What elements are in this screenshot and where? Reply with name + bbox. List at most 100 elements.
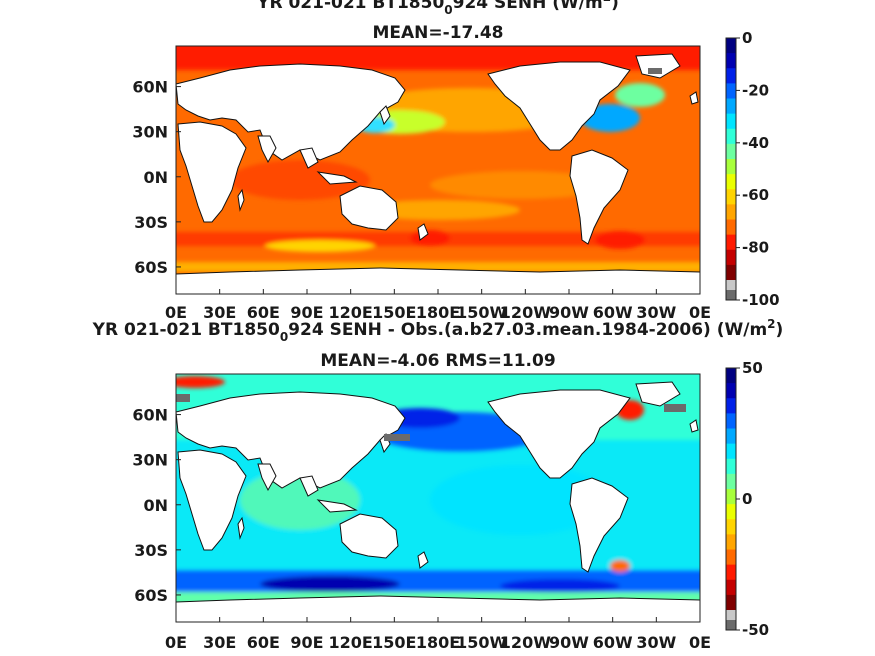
panel2-ytick-label: 30S bbox=[134, 541, 168, 560]
panel2-colorbar-segment bbox=[726, 368, 736, 384]
panel2-xtick-label: 120E bbox=[329, 633, 373, 652]
panel2-colorbar-segment bbox=[726, 534, 736, 550]
panel2-colorbar-segment bbox=[726, 398, 736, 414]
panel2-xtick-label: 60E bbox=[247, 633, 280, 652]
panel2-colorbar-segment bbox=[726, 443, 736, 460]
panel1-ytick-label: 30N bbox=[132, 123, 168, 142]
panel2-ytick-label: 0N bbox=[143, 496, 168, 515]
panel1-xtick-label: 60W bbox=[593, 303, 633, 322]
panel2-colorbar-segment bbox=[726, 594, 736, 611]
panel1-colorbar-label: -20 bbox=[742, 81, 769, 99]
panel2-xtick-label: 90E bbox=[290, 633, 323, 652]
panel1-colorbar-segment bbox=[726, 249, 736, 266]
panel-senh: YR 021-021 BT18500924 SENH (W/m2) MEAN=-… bbox=[132, 0, 779, 322]
panel2-subtitle: MEAN=-4.06 RMS=11.09 bbox=[320, 351, 555, 371]
panel2-colorbar-segment bbox=[726, 383, 736, 399]
panel-senh-minus-obs: YR 021-021 BT18500924 SENH - Obs.(a.b27.… bbox=[92, 317, 784, 652]
panel1-xtick-label: 30E bbox=[203, 303, 236, 322]
panel2-xtick-label: 0E bbox=[165, 633, 187, 652]
panel1-colorbar-label: -60 bbox=[742, 186, 769, 204]
panel1-colorbar-label: -100 bbox=[742, 291, 780, 309]
panel1-xtick-label: 180E bbox=[416, 303, 460, 322]
panel1-colorbar-segment bbox=[726, 53, 736, 69]
panel2-title: YR 021-021 BT18500924 SENH - Obs.(a.b27.… bbox=[92, 317, 784, 344]
panel1-y-axis: 60N 30N 0N 30S 60S bbox=[132, 78, 181, 277]
panel2-xtick-label: 90W bbox=[549, 633, 589, 652]
panel1-colorbar-missing bbox=[726, 290, 736, 300]
panel2-colorbar-segment bbox=[726, 458, 736, 475]
panel1-subtitle: MEAN=-17.48 bbox=[373, 23, 504, 43]
panel2-ytick-label: 60N bbox=[132, 406, 168, 425]
panel1-colorbar-segment bbox=[726, 143, 736, 160]
panel1-colorbar-segment bbox=[726, 128, 736, 145]
panel2-colorbar-label: -50 bbox=[742, 621, 769, 639]
panel1-colorbar-undef bbox=[726, 280, 736, 290]
panel1-colorbar: 0 -20 -40 -60 -80 -100 bbox=[725, 29, 780, 309]
panel2-colorbar-segment bbox=[726, 519, 736, 535]
panel1-colorbar-label: -80 bbox=[742, 239, 769, 257]
panel2-colorbar-segment bbox=[726, 564, 736, 581]
panel2-ytick-label: 60S bbox=[134, 586, 168, 605]
panel2-colorbar-label: 0 bbox=[742, 490, 752, 508]
panel2-missing-patch-atlantic bbox=[664, 404, 686, 412]
panel2-xtick-label: 150W bbox=[456, 633, 507, 652]
panel1-missing-patch bbox=[648, 68, 662, 74]
panel1-colorbar-segment bbox=[726, 83, 736, 99]
panel2-xtick-label: 60W bbox=[593, 633, 633, 652]
panel2-colorbar-segment bbox=[726, 413, 736, 429]
panel2-y-axis: 60N 30N 0N 30S 60S bbox=[132, 406, 181, 605]
panel1-xtick-label: 120W bbox=[500, 303, 551, 322]
panel1-colorbar-segment bbox=[726, 174, 736, 190]
panel1-xtick-label: 120E bbox=[329, 303, 373, 322]
panel1-xtick-label: 150E bbox=[372, 303, 416, 322]
panel2-colorbar-undef bbox=[726, 610, 736, 620]
panel1-xtick-label: 60E bbox=[247, 303, 280, 322]
panel2-colorbar-segment bbox=[726, 428, 736, 445]
panel2-colorbar-segment bbox=[726, 549, 736, 566]
panel1-colorbar-segment bbox=[726, 234, 736, 251]
panel1-xtick-label: 150W bbox=[456, 303, 507, 322]
panel2-xtick-label: 30W bbox=[636, 633, 676, 652]
panel2-xtick-label: 0E bbox=[689, 633, 711, 652]
panel1-map bbox=[176, 46, 700, 294]
panel1-colorbar-segment bbox=[726, 159, 736, 175]
panel2-missing-patch-arctic bbox=[176, 394, 190, 402]
panel1-land bbox=[176, 53, 700, 294]
panel1-colorbar-segment bbox=[726, 113, 736, 130]
panel1-colorbar-frame bbox=[725, 37, 737, 301]
panel1-colorbar-label: -40 bbox=[742, 134, 769, 152]
panel1-ytick-label: 60S bbox=[134, 258, 168, 277]
panel2-land bbox=[176, 381, 700, 622]
panel1-xtick-label: 90W bbox=[549, 303, 589, 322]
panel2-colorbar-segment bbox=[726, 489, 736, 505]
panel2-colorbar-label: 50 bbox=[742, 359, 763, 377]
panel1-colorbar-segment bbox=[726, 264, 736, 281]
panel1-colorbar-segment bbox=[726, 204, 736, 220]
panel2-colorbar-segment bbox=[726, 579, 736, 596]
panel2-colorbar: 50 0 -50 bbox=[725, 359, 769, 639]
panel2-xtick-label: 120W bbox=[500, 633, 551, 652]
panel1-field-features bbox=[176, 46, 700, 272]
panel2-ytick-label: 30N bbox=[132, 451, 168, 470]
panel2-colorbar-segment bbox=[726, 473, 736, 490]
panel1-ytick-label: 0N bbox=[143, 168, 168, 187]
panel1-ytick-label: 30S bbox=[134, 213, 168, 232]
panel2-xtick-label: 180E bbox=[416, 633, 460, 652]
panel2-colorbar-segment bbox=[726, 504, 736, 520]
panel1-xtick-label: 0E bbox=[165, 303, 187, 322]
panel1-colorbar-segment bbox=[726, 98, 736, 115]
panel1-title: YR 021-021 BT18500924 SENH (W/m2) bbox=[256, 0, 619, 17]
panel1-ytick-label: 60N bbox=[132, 78, 168, 97]
panel1-colorbar-label: 0 bbox=[742, 29, 752, 47]
panel2-xtick-label: 150E bbox=[372, 633, 416, 652]
panel1-colorbar-segment bbox=[726, 68, 736, 84]
panel1-colorbar-segment bbox=[726, 38, 736, 54]
panel2-map bbox=[176, 374, 700, 622]
panel2-missing-patch-asia bbox=[384, 434, 410, 441]
panel1-colorbar-segment bbox=[726, 219, 736, 236]
panel1-xtick-label: 0E bbox=[689, 303, 711, 322]
panel2-xtick-label: 30E bbox=[203, 633, 236, 652]
